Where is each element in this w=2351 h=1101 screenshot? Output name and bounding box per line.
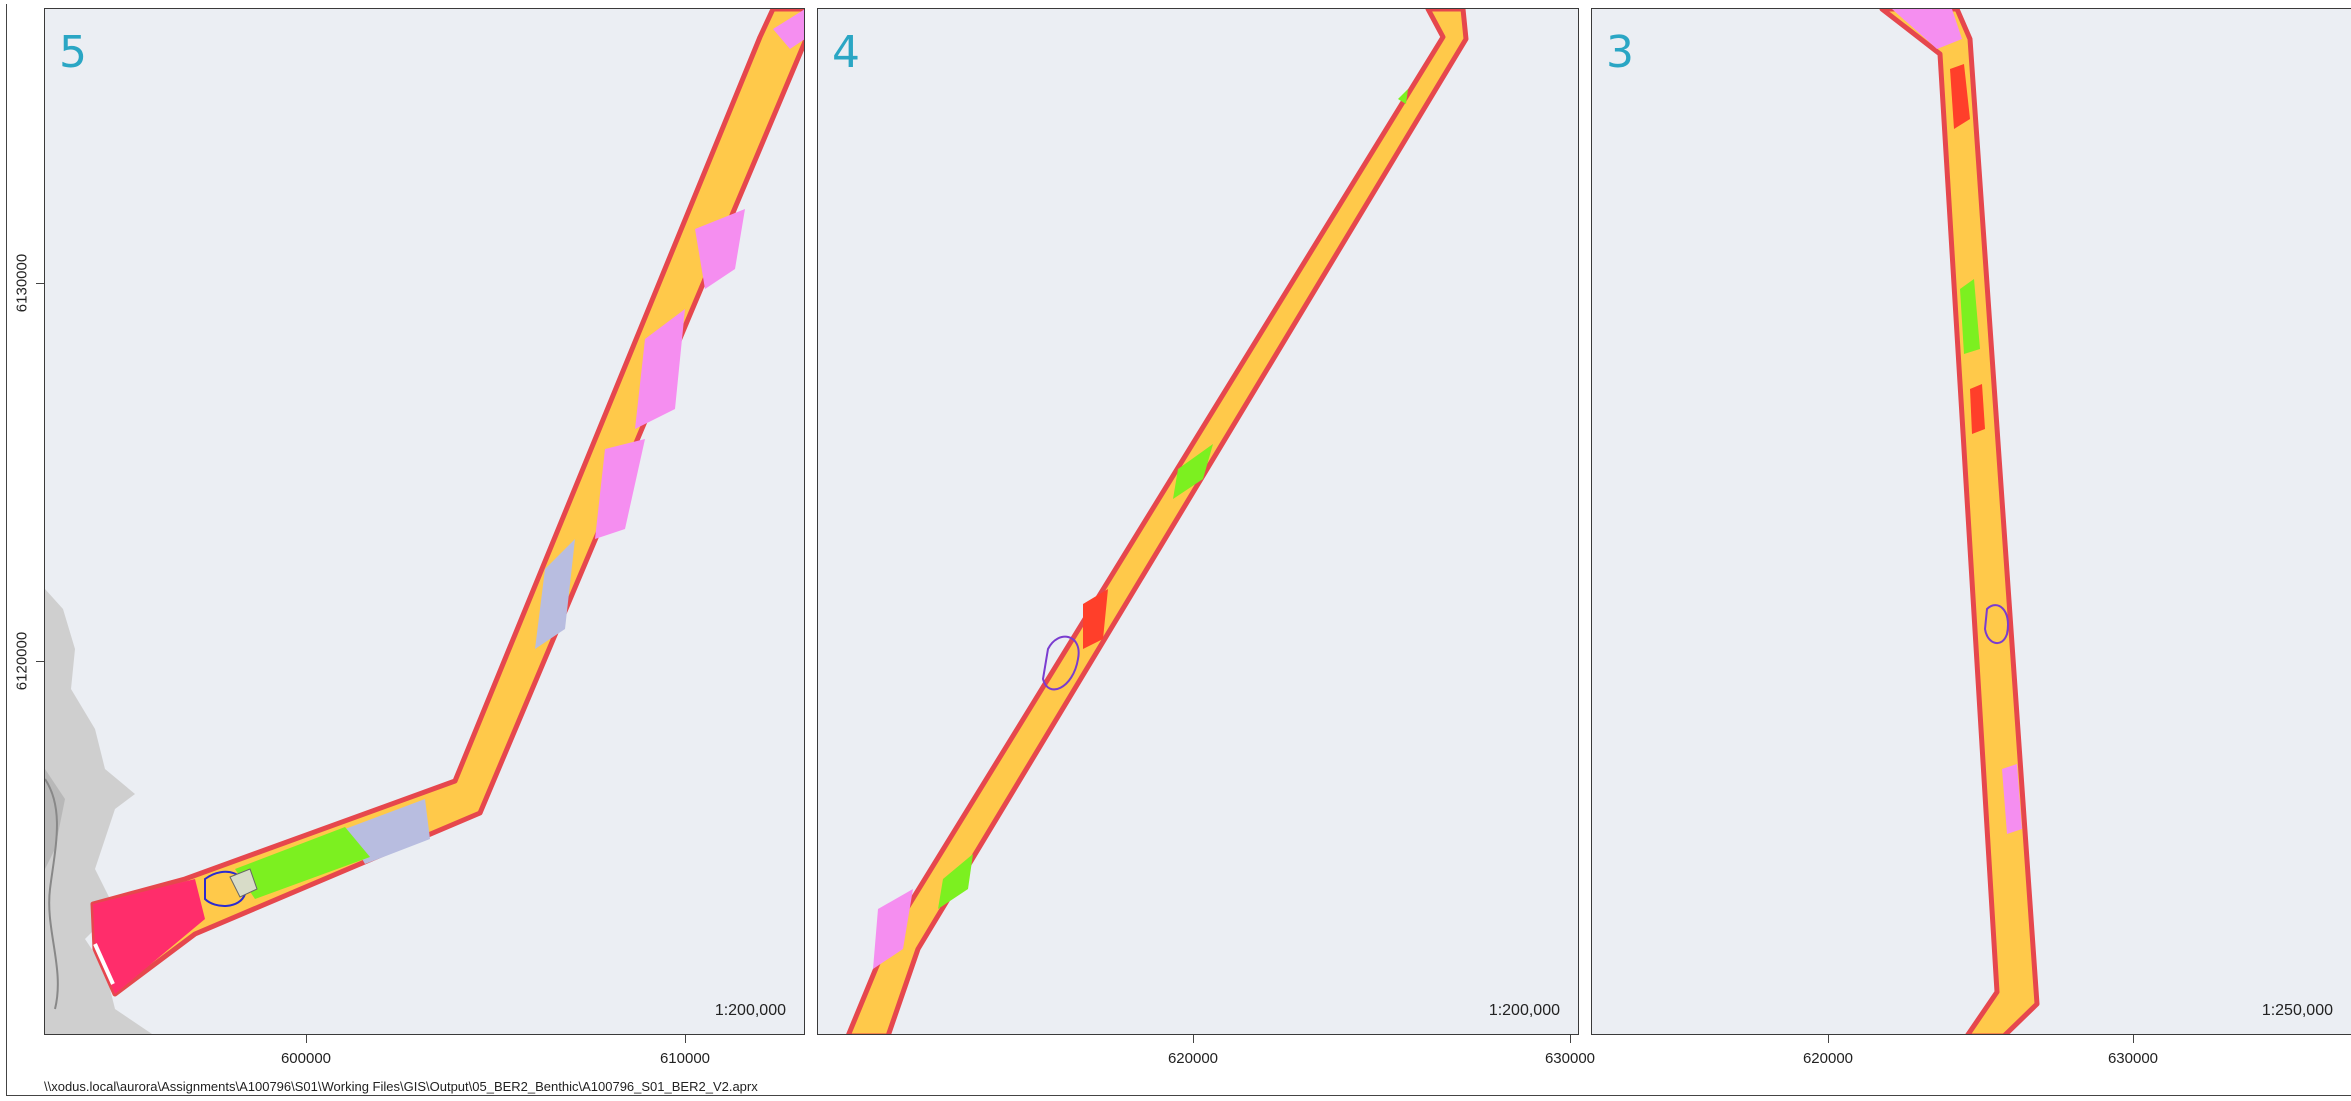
page-frame [6,4,2351,1096]
scale-label: 1:250,000 [2261,1002,2333,1019]
habitat-hatched [229,868,258,898]
landfall-white-line [93,943,115,985]
x-tick-label: 620000 [1802,1050,1854,1067]
cable-corridor-4 [846,9,1469,1034]
y-tick-label: 6120000 [13,631,31,691]
coastline-land-dark [45,769,65,869]
cable-corridor-5 [90,9,804,997]
map-panel-4[interactable]: 4 1:200,000 [817,8,1579,1035]
panel-number: 5 [59,27,87,78]
x-tick-label: 630000 [1544,1050,1596,1067]
habitat-pink-4 [595,439,645,539]
panel-number: 4 [832,27,860,78]
habitat-pink-top [1892,9,1962,49]
x-tick-mark [1570,1035,1571,1043]
x-tick-mark [685,1035,686,1043]
habitat-green-1 [235,827,370,899]
x-tick-mark [306,1035,307,1043]
habitat-green-c [1398,89,1408,104]
map-canvas-3 [1879,9,2040,1034]
map-panel-3[interactable]: 3 1:250,000 [1591,8,2351,1035]
x-tick-label: 600000 [280,1050,332,1067]
x-tick-mark [1828,1035,1829,1043]
x-tick-mark [1193,1035,1194,1043]
habitat-pink-3 [635,309,685,429]
panel-number: 3 [1606,27,1634,78]
habitat-green-d [1960,279,1980,354]
habitat-red-mid [1970,384,1985,434]
habitat-lilac-1 [535,539,575,649]
habitat-outline-purple [1041,635,1080,691]
cable-corridor-3 [1879,9,2040,1034]
habitat-red-top [1950,64,1970,129]
habitat-pink-low [2002,764,2022,834]
habitat-pink-1 [773,9,804,49]
habitat-green-b [938,854,973,909]
habitat-pink-a [873,889,913,969]
x-tick-label: 630000 [2107,1050,2159,1067]
habitat-landfall [93,879,205,994]
map-canvas-4 [846,9,1469,1034]
y-tick-mark [36,661,44,662]
x-tick-label: 620000 [1167,1050,1219,1067]
map-canvas-5 [45,9,804,1034]
habitat-pink-2 [695,209,745,289]
x-tick-label: 610000 [659,1050,711,1067]
coastline-land [45,589,153,1034]
y-tick-label: 6130000 [13,253,31,313]
map-panel-5[interactable]: 5 1:200,000 [44,8,805,1035]
habitat-outline-purple-3 [1983,604,2009,644]
habitat-green-a [1173,444,1213,499]
habitat-lilac-2 [345,799,430,864]
file-path-text: \\xodus.local\aurora\Assignments\A100796… [44,1079,758,1094]
scale-label: 1:200,000 [714,1002,786,1019]
habitat-red-a [1083,589,1108,649]
y-tick-mark [36,283,44,284]
coastal-road [45,778,59,1010]
scale-label: 1:200,000 [1488,1002,1560,1019]
x-tick-mark [2133,1035,2134,1043]
